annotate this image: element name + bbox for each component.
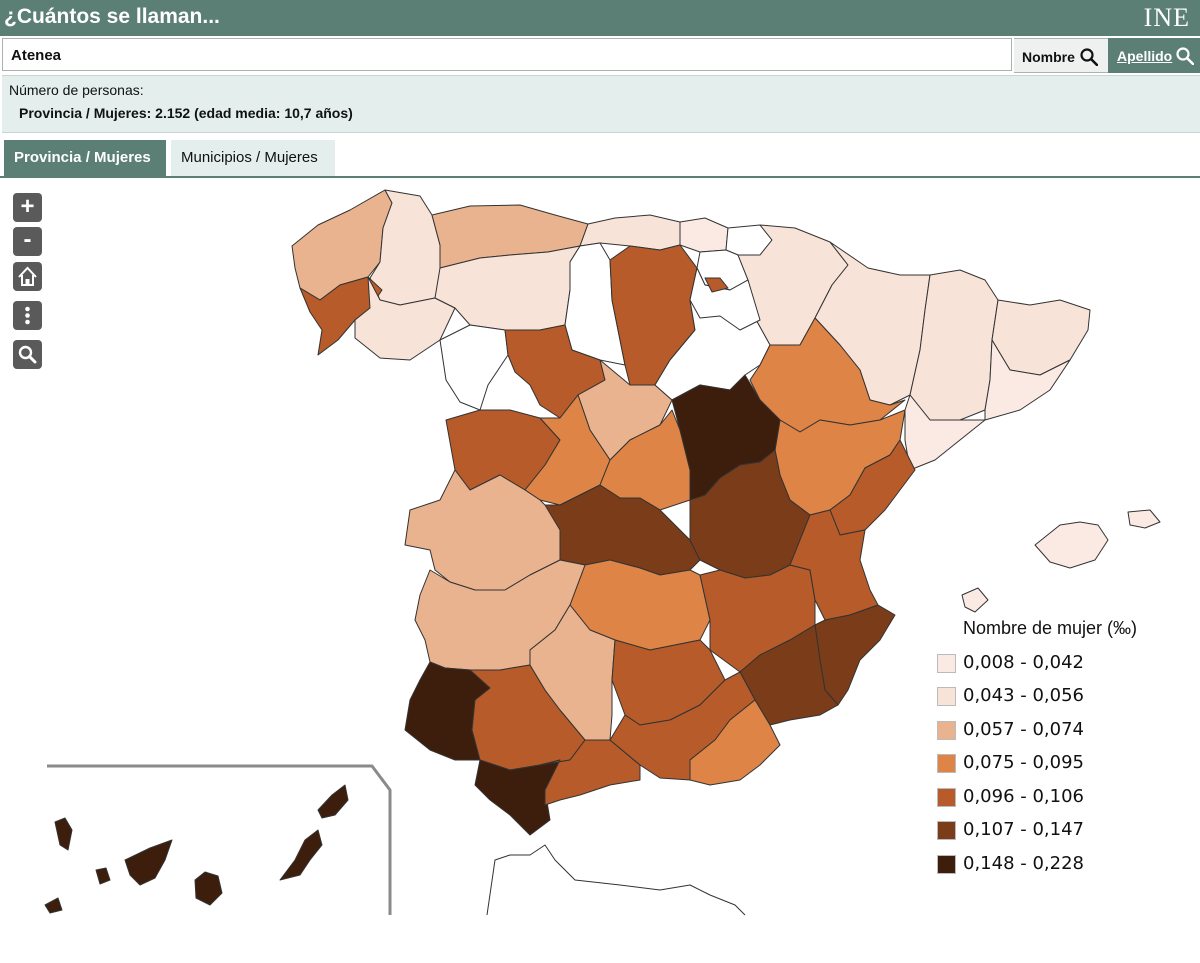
province-malaga	[539, 739, 641, 806]
tab-provincia-mujeres[interactable]: Provincia / Mujeres	[4, 140, 166, 176]
search-nombre-button[interactable]: Nombre	[1014, 38, 1108, 73]
search-apellido-label: Apellido	[1117, 48, 1173, 64]
province-tarragona	[904, 394, 986, 471]
legend-swatch	[937, 687, 956, 706]
province-baleares-menorca	[1127, 509, 1161, 529]
legend-title: Nombre de mujer (‰)	[963, 618, 1138, 638]
province-cordoba	[529, 604, 616, 741]
vertical-dots-icon	[25, 306, 30, 325]
ine-logo[interactable]: INE	[1143, 3, 1190, 32]
map-search-button[interactable]	[13, 340, 42, 369]
home-icon	[18, 266, 37, 286]
canary-island-tenerife	[124, 839, 173, 886]
tab-municipios-mujeres[interactable]: Municipios / Mujeres	[171, 140, 335, 176]
legend-swatch	[937, 821, 956, 840]
search-bar: Atenea Nombre Apellido	[0, 38, 1200, 75]
province-alicante	[814, 604, 896, 706]
canary-island-la-palma	[54, 817, 73, 851]
legend-label: 0,043 - 0,056	[963, 685, 1084, 706]
result-label: Número de personas:	[9, 82, 144, 98]
home-button[interactable]	[13, 262, 42, 291]
legend-swatch	[937, 855, 956, 874]
canary-island-la-gomera	[95, 867, 111, 885]
zoom-in-button[interactable]: +	[13, 193, 42, 222]
legend-swatch	[937, 788, 956, 807]
province-albacete	[699, 564, 816, 673]
province-almeria	[689, 699, 781, 786]
legend-swatch	[937, 754, 956, 773]
canary-island-el-hierro	[44, 897, 63, 914]
app-header: ¿Cuántos se llaman... INE	[0, 0, 1200, 36]
province-palencia	[564, 242, 626, 366]
legend-swatch	[937, 721, 956, 740]
legend-swatch	[937, 654, 956, 673]
canary-inset-frame	[47, 764, 392, 915]
search-icon	[1176, 47, 1194, 65]
province-baleares-ibiza	[961, 587, 989, 613]
canary-island-gran-canaria	[194, 871, 223, 906]
search-nombre-label: Nombre	[1022, 49, 1075, 65]
province-baleares-mallorca	[1034, 521, 1109, 569]
africa-coast-outline	[486, 844, 746, 916]
legend-label: 0,057 - 0,074	[963, 719, 1084, 740]
province-ourense	[354, 276, 456, 361]
legend-label: 0,075 - 0,095	[963, 752, 1084, 773]
zoom-out-button[interactable]: -	[13, 227, 42, 256]
tab-divider	[0, 176, 1200, 178]
result-info-panel: Número de personas: Provincia / Mujeres:…	[2, 75, 1200, 133]
search-input[interactable]: Atenea	[2, 38, 1012, 71]
legend-label: 0,008 - 0,042	[963, 652, 1084, 673]
result-value: Provincia / Mujeres: 2.152 (edad media: …	[19, 105, 353, 121]
search-apellido-button[interactable]: Apellido	[1108, 38, 1200, 73]
province-zamora	[439, 324, 509, 411]
search-icon	[1080, 48, 1098, 66]
more-options-button[interactable]	[13, 301, 42, 330]
search-icon	[18, 345, 37, 364]
legend-label: 0,148 - 0,228	[963, 853, 1084, 874]
legend-label: 0,107 - 0,147	[963, 819, 1084, 840]
province-choropleth-map[interactable]	[0, 178, 1200, 963]
province-barcelona	[984, 339, 1071, 421]
canary-island-lanzarote	[317, 784, 349, 819]
province-treviño	[704, 277, 729, 293]
legend-label: 0,096 - 0,106	[963, 786, 1084, 807]
province-cadiz	[474, 759, 561, 836]
canary-island-fuerteventura	[279, 829, 323, 881]
province-vizcaya	[679, 217, 729, 253]
app-title: ¿Cuántos se llaman...	[4, 5, 220, 28]
province-valencia	[789, 509, 879, 621]
